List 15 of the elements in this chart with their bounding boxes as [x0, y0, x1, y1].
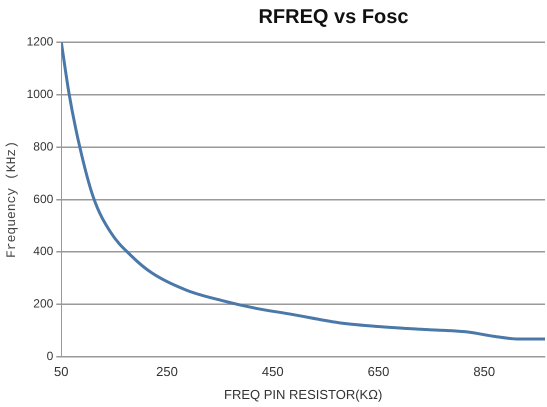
y-axis-title: Frequency (KHz): [4, 140, 20, 258]
y-tick-label: 800: [33, 139, 54, 154]
x-axis-title: FREQ PIN RESISTOR(KΩ): [224, 386, 382, 402]
y-tick-label: 1200: [26, 34, 54, 49]
y-tick-label: 400: [33, 244, 54, 258]
x-tick-label: 450: [262, 364, 284, 380]
x-tick-label: 250: [156, 364, 178, 380]
x-tick-label: 50: [54, 364, 69, 380]
y-tick-label: 600: [33, 192, 54, 206]
y-tick-label: 200: [33, 296, 54, 311]
x-tick-label: 650: [368, 364, 390, 380]
chart-title: RFREQ vs Fosc: [257, 6, 410, 29]
y-tick-label: 0: [46, 349, 54, 364]
x-tick-label: 850: [473, 364, 496, 380]
y-tick-label: 1000: [26, 86, 54, 101]
